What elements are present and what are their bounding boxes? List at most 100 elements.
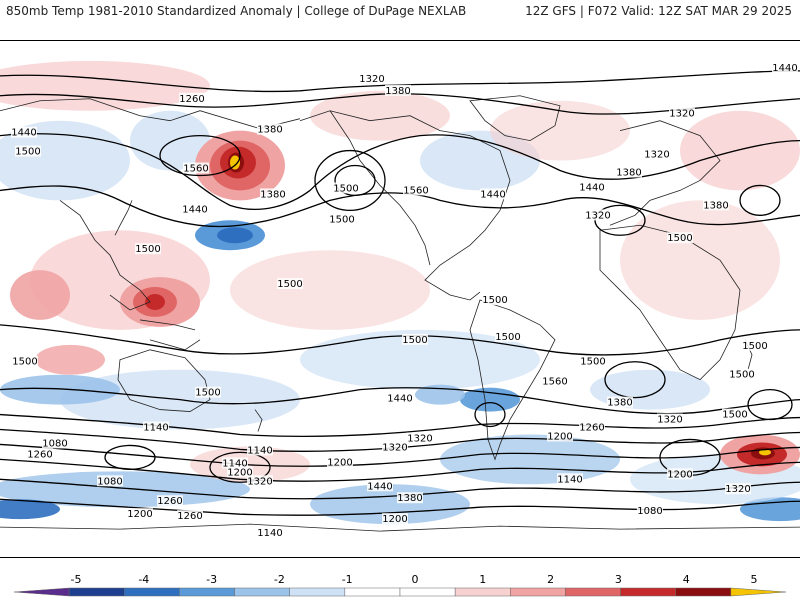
contour-label: 1260	[179, 94, 204, 105]
contour-label-bg	[157, 495, 183, 507]
contour-label-bg	[667, 468, 693, 480]
contour-label-group: 1320138014401260144013201380150015601380…	[11, 61, 798, 539]
contour-label: 1320	[382, 442, 407, 453]
contour-label-bg	[327, 456, 353, 468]
contour-label: 1380	[385, 86, 410, 97]
contour-label: 1380	[397, 493, 422, 504]
coastlines	[0, 95, 800, 532]
colorbar-tick: 1	[479, 573, 486, 586]
colorbar-tick: -1	[342, 573, 353, 586]
contour-label: 1320	[725, 484, 750, 495]
contour-label-bg	[127, 508, 153, 520]
contour-label: 1500	[333, 183, 358, 194]
colorbar-tick: -2	[274, 573, 285, 586]
colorbar-box	[234, 587, 290, 597]
contour-label-bg	[177, 510, 203, 522]
contour-label-bg	[542, 375, 568, 387]
colorbar-tick: -3	[206, 573, 217, 586]
contour-label: 1380	[703, 200, 728, 211]
contour-label: 1080	[637, 506, 662, 517]
contour-label-bg	[729, 368, 755, 380]
contour-label-bg	[382, 513, 408, 525]
contour-label: 1320	[585, 210, 610, 221]
contour-label-bg	[11, 126, 37, 138]
colorbar-boxes	[13, 587, 787, 597]
contour-label-bg	[495, 330, 521, 342]
contour-label: 1500	[482, 295, 507, 306]
contour-label-bg	[135, 243, 161, 255]
contour-label: 1500	[329, 214, 354, 225]
contour-label-bg	[277, 278, 303, 290]
contour-label: 1320	[359, 74, 384, 85]
map-valid-time: 12Z GFS | F072 Valid: 12Z SAT MAR 29 202…	[525, 4, 792, 18]
colorbar: -5 -4 -3 -2 -1 0 1 2 3 4 5	[13, 573, 787, 597]
height-contours	[0, 70, 800, 516]
colorbar-tick: 2	[547, 573, 554, 586]
contour-label-bg	[27, 448, 53, 460]
contour-label: 1500	[667, 233, 692, 244]
contour-label: 1080	[42, 438, 67, 449]
colorbar-box	[510, 587, 566, 597]
contour-label-bg	[227, 466, 253, 478]
contour-label: 1380	[260, 189, 285, 200]
anomaly-map: 1320138014401260144013201380150015601380…	[0, 40, 800, 558]
contour-label-bg	[725, 483, 751, 495]
contour-label: 1440	[387, 394, 412, 405]
colorbar-box	[675, 587, 732, 597]
contour-label-bg	[179, 92, 205, 104]
contour-label-bg	[616, 166, 642, 178]
contour-label-bg	[247, 444, 273, 456]
contour-label-bg	[669, 107, 695, 119]
colorbar-box	[124, 587, 180, 597]
contour-label-bg	[585, 209, 611, 221]
contour-label-bg	[222, 457, 248, 469]
contour-label-bg	[329, 213, 355, 225]
contour-label-bg	[247, 475, 273, 487]
contour-label: 1500	[195, 388, 220, 399]
contour-label-bg	[15, 145, 41, 157]
contour-label: 1320	[657, 415, 682, 426]
contour-label: 1260	[177, 511, 202, 522]
contour-label: 1500	[495, 332, 520, 343]
contour-label-bg	[579, 421, 605, 433]
contour-label-bg	[579, 181, 605, 193]
contour-label: 1200	[547, 431, 572, 442]
contour-label: 1500	[742, 341, 767, 352]
colorbar-box	[565, 587, 621, 597]
contour-label: 1380	[616, 167, 641, 178]
contour-label-bg	[397, 492, 423, 504]
colorbar-box	[289, 587, 346, 597]
colorbar-box	[344, 587, 401, 597]
contour-label: 1500	[277, 279, 302, 290]
contour-label: 1440	[772, 63, 797, 74]
contour-label-bg	[182, 203, 208, 215]
contour-label: 1320	[644, 150, 669, 161]
contour-label-bg	[557, 473, 583, 485]
colorbar-tick: 3	[615, 573, 622, 586]
contour-label-bg	[382, 441, 408, 453]
contour-label: 1440	[182, 204, 207, 215]
colorbar-box	[179, 587, 235, 597]
colorbar-tick: 4	[683, 573, 690, 586]
contour-label: 1320	[247, 476, 272, 487]
contour-label: 1500	[12, 357, 37, 368]
contour-label: 1200	[227, 467, 252, 478]
contour-label-bg	[367, 480, 393, 492]
colorbar-tick: 0	[412, 573, 419, 586]
contour-label: 1560	[403, 185, 428, 196]
contour-label-bg	[637, 505, 663, 517]
contour-label-bg	[403, 184, 429, 196]
contour-label-bg	[97, 475, 123, 487]
contour-label: 1440	[579, 182, 604, 193]
contour-label-bg	[260, 188, 286, 200]
anomaly-shading	[0, 60, 800, 525]
colorbar-box	[68, 587, 125, 597]
contour-label: 1560	[542, 377, 567, 388]
contour-label-bg	[547, 430, 573, 442]
contour-label-bg	[407, 432, 433, 444]
contour-label: 1500	[135, 244, 160, 255]
colorbar-tick: 5	[751, 573, 758, 586]
contour-label-bg	[257, 527, 283, 539]
contour-label: 1260	[157, 496, 182, 507]
contour-label: 1320	[669, 109, 694, 120]
